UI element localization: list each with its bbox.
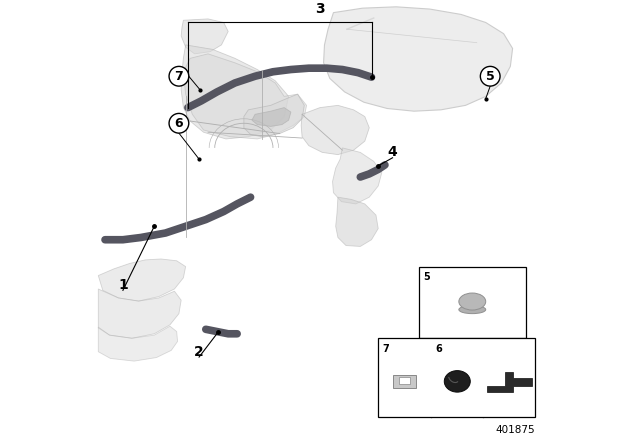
Ellipse shape [444,370,470,392]
Text: 5: 5 [486,70,495,83]
Text: 3: 3 [315,2,325,16]
Polygon shape [487,371,532,392]
Circle shape [169,113,189,133]
Text: 5: 5 [423,272,430,282]
Text: 7: 7 [175,70,183,83]
Bar [378,338,535,417]
Text: 401875: 401875 [495,425,535,435]
Ellipse shape [459,306,486,314]
Text: 1: 1 [118,277,128,292]
Polygon shape [181,45,289,139]
Polygon shape [301,105,369,155]
Polygon shape [181,19,228,54]
Polygon shape [99,289,181,338]
Bar [394,375,416,388]
Ellipse shape [459,293,486,310]
Circle shape [169,66,189,86]
Polygon shape [324,7,513,111]
Polygon shape [333,148,382,204]
Bar [399,377,410,383]
Text: 6: 6 [175,117,183,130]
Polygon shape [99,326,177,361]
Text: 6: 6 [436,344,442,353]
Polygon shape [184,54,307,139]
Polygon shape [244,94,305,137]
Polygon shape [252,108,291,126]
Polygon shape [335,197,378,246]
Text: 2: 2 [194,345,204,359]
Polygon shape [99,259,186,301]
Circle shape [481,66,500,86]
Bar [419,267,526,338]
Text: 7: 7 [383,344,390,353]
Text: 4: 4 [388,146,397,159]
